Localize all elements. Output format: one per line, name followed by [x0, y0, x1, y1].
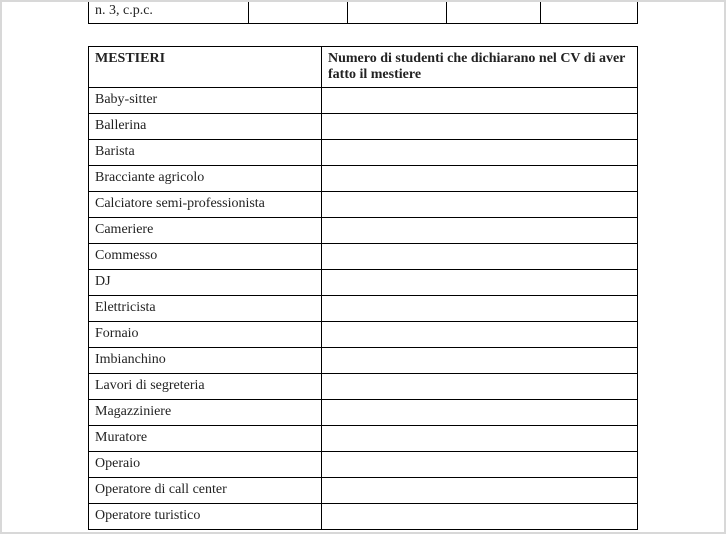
- cell-empty: [347, 0, 446, 24]
- mestiere-name: Lavori di segreteria: [89, 374, 322, 400]
- table-header-row: MESTIERI Numero di studenti che dichiara…: [89, 47, 638, 88]
- mestiere-value: [322, 374, 638, 400]
- mestiere-value: [322, 348, 638, 374]
- mestiere-name: Operatore di call center: [89, 478, 322, 504]
- table-row: Muratore: [89, 426, 638, 452]
- cell-empty: [540, 0, 637, 24]
- text-italic: ex: [169, 0, 181, 2]
- table-row: Magazziniere: [89, 400, 638, 426]
- table-row: Baby-sitter: [89, 88, 638, 114]
- table-row: Imbianchino: [89, 348, 638, 374]
- mestiere-value: [322, 426, 638, 452]
- mestiere-value: [322, 322, 638, 348]
- table-row: Operatore di call center: [89, 478, 638, 504]
- mestiere-name: Bracciante agricolo: [89, 166, 322, 192]
- mestiere-name: Calciatore semi-professionista: [89, 192, 322, 218]
- mestiere-name: Cameriere: [89, 218, 322, 244]
- table-row: Ballerina: [89, 114, 638, 140]
- mestiere-name: Operaio: [89, 452, 322, 478]
- cell-text: continuativo ex art. 469, n. 3, c.p.c.: [89, 0, 249, 24]
- page-content: continuativo ex art. 469, n. 3, c.p.c. M…: [2, 0, 724, 530]
- text-part: continuativo: [95, 0, 169, 2]
- mestiere-name: DJ: [89, 270, 322, 296]
- mestiere-name: Imbianchino: [89, 348, 322, 374]
- mestiere-value: [322, 192, 638, 218]
- mestiere-name: Elettricista: [89, 296, 322, 322]
- mestiere-value: [322, 452, 638, 478]
- mestiere-value: [322, 114, 638, 140]
- mestiere-name: Commesso: [89, 244, 322, 270]
- table-row: Bracciante agricolo: [89, 166, 638, 192]
- mestiere-name: Barista: [89, 140, 322, 166]
- table-row: Cameriere: [89, 218, 638, 244]
- mestiere-value: [322, 270, 638, 296]
- table-row: Fornaio: [89, 322, 638, 348]
- header-mestieri: MESTIERI: [89, 47, 322, 88]
- table-row: Calciatore semi-professionista: [89, 192, 638, 218]
- mestiere-value: [322, 296, 638, 322]
- mestiere-value: [322, 400, 638, 426]
- table-row: Operatore turistico: [89, 504, 638, 530]
- table-row: Commesso: [89, 244, 638, 270]
- mestiere-value: [322, 140, 638, 166]
- mestiere-value: [322, 218, 638, 244]
- table-row: DJ: [89, 270, 638, 296]
- mestiere-name: Magazziniere: [89, 400, 322, 426]
- mestiere-name: Ballerina: [89, 114, 322, 140]
- table-row: Barista: [89, 140, 638, 166]
- mestieri-table: MESTIERI Numero di studenti che dichiara…: [88, 46, 638, 530]
- mestiere-name: Fornaio: [89, 322, 322, 348]
- top-partial-table: continuativo ex art. 469, n. 3, c.p.c.: [88, 0, 638, 24]
- mestiere-name: Operatore turistico: [89, 504, 322, 530]
- table-row: Operaio: [89, 452, 638, 478]
- mestiere-name: Baby-sitter: [89, 88, 322, 114]
- table-row: continuativo ex art. 469, n. 3, c.p.c.: [89, 0, 638, 24]
- mestiere-value: [322, 478, 638, 504]
- mestiere-value: [322, 166, 638, 192]
- text-part: art. 469, n. 3, c.p.c.: [95, 0, 231, 18]
- cell-empty: [248, 0, 347, 24]
- mestieri-table-body: Baby-sitterBallerinaBaristaBracciante ag…: [89, 88, 638, 530]
- mestiere-value: [322, 88, 638, 114]
- cell-empty: [447, 0, 540, 24]
- table-row: Lavori di segreteria: [89, 374, 638, 400]
- mestiere-name: Muratore: [89, 426, 322, 452]
- header-numero: Numero di studenti che dichiarano nel CV…: [322, 47, 638, 88]
- mestiere-value: [322, 244, 638, 270]
- table-row: Elettricista: [89, 296, 638, 322]
- mestiere-value: [322, 504, 638, 530]
- document-page: continuativo ex art. 469, n. 3, c.p.c. M…: [0, 0, 726, 534]
